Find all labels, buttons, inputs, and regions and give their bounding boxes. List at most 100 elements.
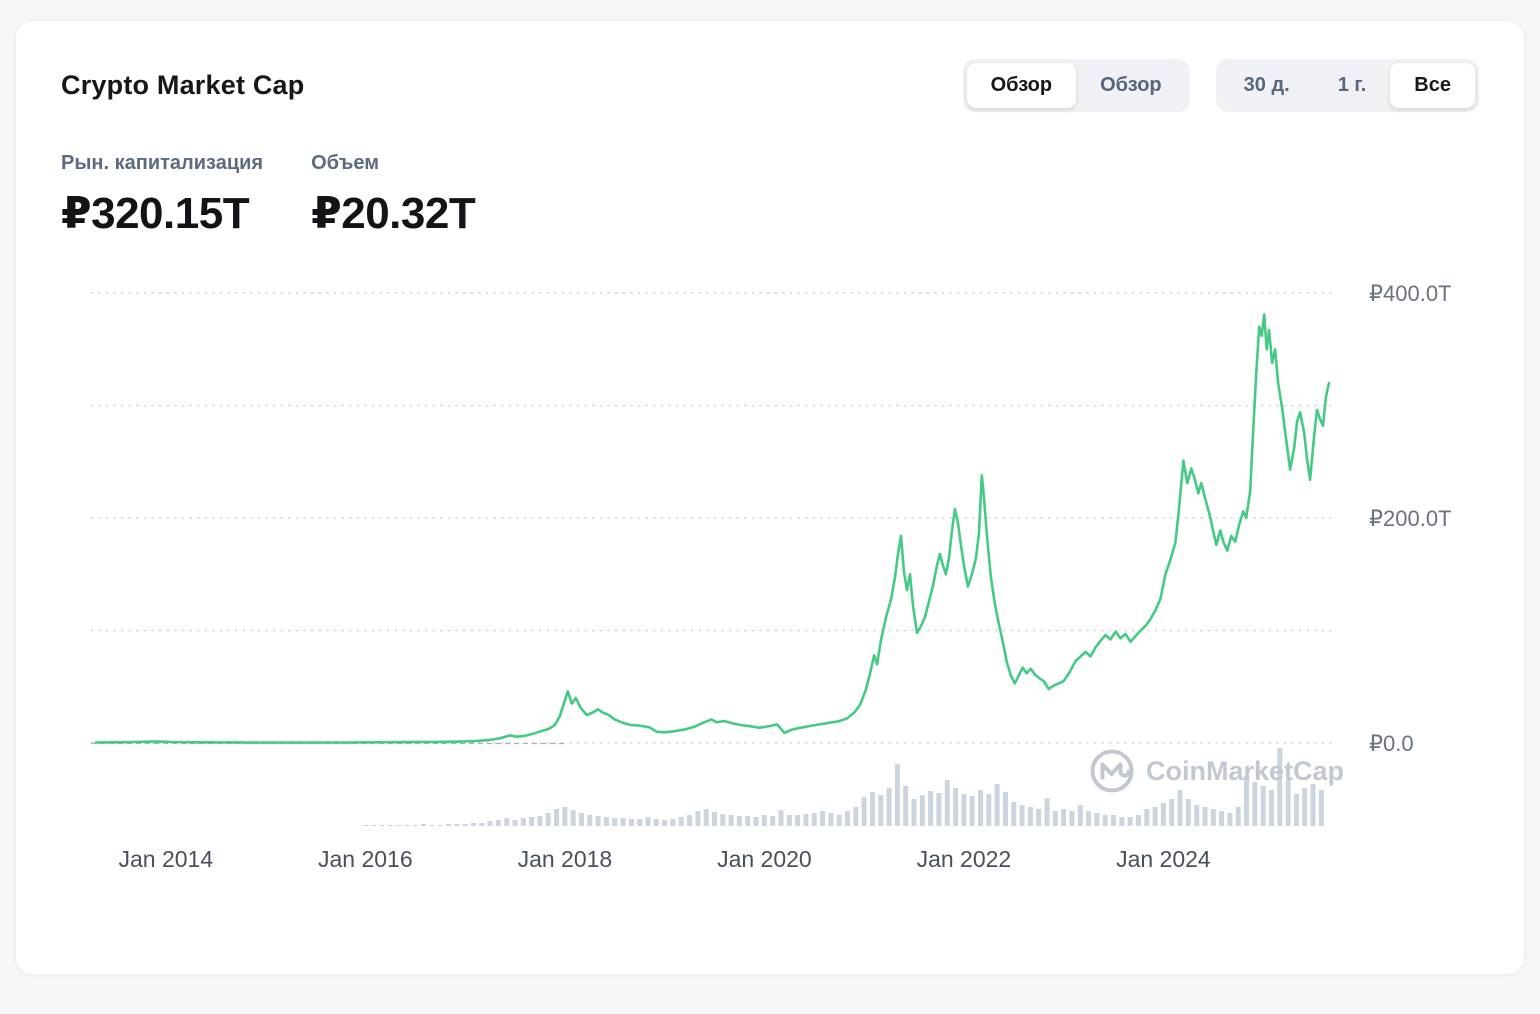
volume-bar xyxy=(687,815,693,826)
volume-bar xyxy=(1077,805,1083,826)
volume-bar xyxy=(379,825,385,826)
chart-area[interactable]: ₽400.0T ₽200.0T ₽0.0 Jan 2014 Jan 2016 Jan 20… xyxy=(61,253,1479,878)
volume-bar xyxy=(1136,815,1141,826)
volume-bar xyxy=(720,814,726,826)
volume-bar xyxy=(1285,780,1291,826)
y-axis-label: ₽400.0T xyxy=(1369,281,1452,306)
volume-bar xyxy=(944,780,950,826)
volume-bar xyxy=(1169,799,1175,826)
volume-bar xyxy=(919,795,925,826)
volume-bar xyxy=(387,825,393,826)
volume-bar xyxy=(1127,817,1133,826)
volume-bar xyxy=(1061,809,1067,826)
volume-bar xyxy=(462,824,468,826)
volume-bar xyxy=(712,812,717,826)
volume-bar xyxy=(495,820,501,826)
volume-bar xyxy=(371,825,377,826)
market-cap-line xyxy=(94,313,1331,744)
range-toggle-30d[interactable]: 30 д. xyxy=(1220,63,1314,108)
volume-bar xyxy=(1235,807,1241,826)
volume-bar xyxy=(961,794,967,826)
stat-volume-label: Объем xyxy=(311,152,379,174)
volume-bar xyxy=(1219,811,1225,826)
volume-bar xyxy=(1019,805,1025,826)
volume-bar xyxy=(470,823,476,826)
volume-bar xyxy=(1152,807,1158,826)
volume-bar xyxy=(994,784,1000,826)
volume-bar xyxy=(1252,782,1258,826)
volume-bar xyxy=(603,817,609,826)
toggle-bar: Обзор Обзор 30 д. 1 г. Все xyxy=(962,59,1479,112)
volume-bar xyxy=(861,797,867,826)
volume-bar xyxy=(678,817,684,826)
market-cap-chart[interactable]: ₽400.0T ₽200.0T ₽0.0 Jan 2014 Jan 2016 Jan 20… xyxy=(61,253,1481,878)
volume-bar xyxy=(396,825,402,826)
volume-bar xyxy=(637,819,643,826)
volume-bar xyxy=(1277,748,1283,826)
volume-bar xyxy=(986,794,992,826)
volume-bar xyxy=(886,788,892,826)
volume-bar xyxy=(1293,794,1299,826)
volume-bar xyxy=(662,820,668,826)
volume-bar xyxy=(911,799,917,826)
volume-bar xyxy=(703,809,709,826)
volume-bar xyxy=(878,795,884,826)
volume-bar xyxy=(612,818,618,826)
volume-bar xyxy=(1260,786,1266,826)
volume-bar xyxy=(1202,807,1208,826)
x-axis-label: Jan 2022 xyxy=(917,846,1012,872)
volume-bar xyxy=(770,816,776,826)
volume-bar xyxy=(1111,815,1116,826)
y-axis-label: ₽200.0T xyxy=(1369,506,1452,531)
volume-bar xyxy=(1302,788,1308,826)
volume-bar xyxy=(728,815,734,826)
stat-market-cap-value: ₽320.15T xyxy=(61,189,250,238)
volume-bar xyxy=(645,817,651,826)
volume-bar xyxy=(1269,790,1274,826)
volume-bar xyxy=(745,816,751,826)
volume-bar xyxy=(1194,805,1200,826)
volume-bar xyxy=(1086,811,1092,826)
view-toggle-overview-1[interactable]: Обзор xyxy=(966,63,1077,108)
volume-bar xyxy=(1177,790,1183,826)
volume-bar xyxy=(1011,802,1017,826)
volume-bar xyxy=(1185,799,1191,826)
volume-bar xyxy=(545,813,551,826)
volume-bar xyxy=(504,818,510,826)
card-header: Crypto Market Cap Обзор Обзор 30 д. 1 г.… xyxy=(61,59,1479,112)
volume-bar xyxy=(1069,811,1075,826)
range-toggle-1y[interactable]: 1 г. xyxy=(1314,63,1391,108)
volume-bar xyxy=(736,816,742,826)
view-toggle-group: Обзор Обзор xyxy=(962,59,1190,112)
volume-bar xyxy=(595,816,601,826)
volume-bar xyxy=(836,815,842,826)
volume-bar xyxy=(479,823,485,826)
volume-bar xyxy=(753,817,759,826)
volume-bar xyxy=(670,819,676,826)
volume-bar xyxy=(1210,809,1216,826)
volume-bar xyxy=(537,816,543,826)
volume-bar xyxy=(412,825,418,826)
y-axis-label: ₽0.0 xyxy=(1369,731,1414,756)
volume-bar xyxy=(1244,776,1249,826)
volume-bar xyxy=(529,817,535,826)
volume-bar xyxy=(928,791,934,826)
volume-bar xyxy=(446,824,451,826)
stats-row: Рын. капитализация ₽320.15T Объем ₽20.32… xyxy=(61,152,1479,239)
volume-bar xyxy=(1310,784,1316,826)
volume-bar xyxy=(1119,817,1125,826)
volume-bar xyxy=(454,824,460,826)
volume-bar xyxy=(761,815,767,826)
volume-bar xyxy=(695,811,701,826)
volume-bar xyxy=(969,796,975,826)
volume-bar xyxy=(562,807,568,826)
volume-bar xyxy=(512,820,518,826)
volume-bar xyxy=(903,786,909,826)
volume-bar xyxy=(820,811,826,826)
range-toggle-all[interactable]: Все xyxy=(1390,63,1475,108)
volume-bar xyxy=(429,825,435,826)
volume-bar xyxy=(1318,790,1324,826)
volume-bar xyxy=(936,793,942,826)
volume-bar xyxy=(1160,803,1166,826)
view-toggle-overview-2[interactable]: Обзор xyxy=(1076,63,1186,108)
